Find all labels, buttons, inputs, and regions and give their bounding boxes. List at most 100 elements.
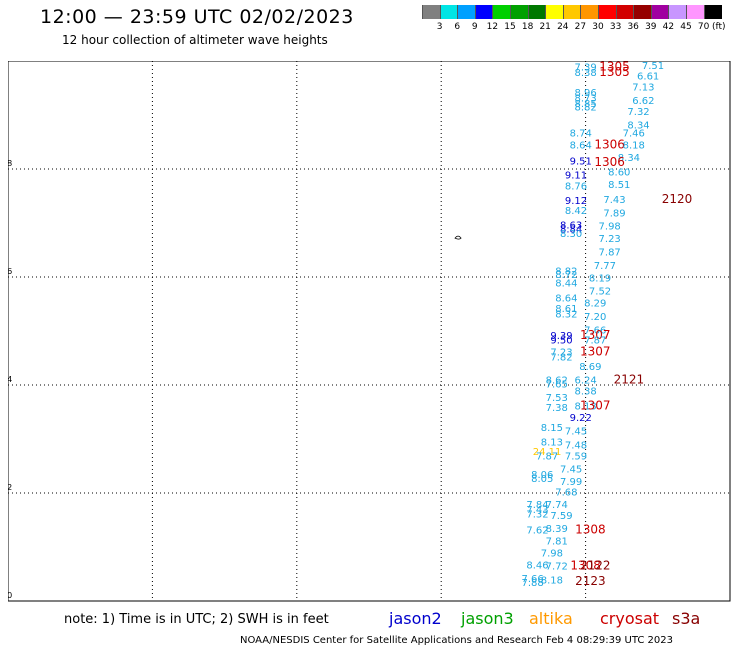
wave-height-label: 7.48 bbox=[565, 441, 587, 452]
wave-height-label: 7.81 bbox=[546, 536, 568, 547]
color-scale-tick: 70 bbox=[697, 22, 710, 32]
wave-height-label: 7.98 bbox=[541, 549, 563, 560]
wave-height-label: 7.23 bbox=[599, 234, 621, 245]
wave-height-label: 24.11 bbox=[533, 447, 562, 458]
color-scale-tick: 6 bbox=[454, 22, 461, 32]
wave-height-label: 7.65 bbox=[546, 380, 568, 391]
wave-height-label: 8.13 bbox=[541, 437, 563, 448]
color-scale-box bbox=[580, 5, 599, 19]
chart-subtitle: 12 hour collection of altimeter wave hei… bbox=[62, 33, 328, 47]
color-scale-tick: 45 bbox=[680, 22, 692, 32]
color-scale-tick: 36 bbox=[627, 22, 639, 32]
wave-height-label: 7.53 bbox=[546, 393, 568, 404]
wave-height-label: 2123 bbox=[575, 574, 606, 588]
legend-s3a: s3a bbox=[672, 609, 701, 628]
wave-height-label: 7.77 bbox=[594, 261, 616, 272]
chart-svg: 101214161820-180-177-174-171-168-167.391… bbox=[0, 51, 738, 616]
wave-height-label: 1308 bbox=[575, 523, 606, 537]
legend-altika: altika bbox=[529, 609, 573, 628]
color-scale-box bbox=[439, 5, 459, 19]
color-scale-tick: 15 bbox=[504, 22, 516, 32]
wave-height-label: 8.32 bbox=[555, 310, 577, 321]
wave-height-label: 8.42 bbox=[565, 206, 587, 217]
wave-height-label: 8.39 bbox=[546, 524, 568, 535]
wave-height-label: 2121 bbox=[614, 372, 645, 386]
wave-height-label: 8.76 bbox=[565, 182, 587, 193]
wave-height-label: 7.66 bbox=[584, 326, 606, 337]
wave-height-label: 8.34 bbox=[618, 153, 640, 164]
wave-height-label: 1307 bbox=[580, 344, 611, 358]
island-outline bbox=[454, 235, 462, 240]
wave-height-label: 9.39 bbox=[550, 331, 572, 342]
color-scale-box bbox=[598, 5, 617, 19]
y-tick-label: 18 bbox=[8, 159, 12, 168]
color-scale-tick: 3 bbox=[436, 22, 443, 32]
wave-height-label: 7.13 bbox=[632, 83, 654, 94]
wave-height-label: 9.11 bbox=[565, 171, 587, 182]
wave-height-label: 9.22 bbox=[570, 413, 592, 424]
wave-height-label: 7.84 bbox=[526, 500, 548, 511]
wave-height-label: 8.60 bbox=[608, 167, 630, 178]
wave-height-label: 9.12 bbox=[565, 196, 587, 207]
wave-height-label: 1306 bbox=[594, 155, 625, 169]
legend-jason2: jason2 bbox=[389, 609, 442, 628]
wave-height-label: 7.89 bbox=[603, 209, 625, 220]
wave-height-label: 8.82 bbox=[574, 103, 596, 114]
color-scale-tick: 30 bbox=[592, 22, 604, 32]
wave-height-label: 7.82 bbox=[550, 353, 572, 364]
color-scale-box bbox=[457, 5, 476, 19]
color-scale-box bbox=[562, 5, 582, 19]
color-scale-unit: (ft) bbox=[712, 22, 726, 32]
wave-height-label: 8.19 bbox=[589, 273, 611, 284]
wave-height-label: 8.18 bbox=[623, 140, 645, 151]
wave-height-label: 1308 bbox=[570, 559, 601, 573]
footer-note: note: 1) Time is in UTC; 2) SWH is in fe… bbox=[64, 612, 329, 627]
wave-height-label: 7.87 bbox=[584, 335, 606, 346]
wave-height-label: 8.51 bbox=[608, 180, 630, 191]
color-scale-box bbox=[510, 5, 529, 19]
wave-height-label: 7.39 bbox=[574, 63, 596, 74]
wave-height-label: 7.45 bbox=[565, 427, 587, 438]
wave-height-label: 7.38 bbox=[546, 403, 568, 414]
color-scale-tick: 33 bbox=[609, 22, 622, 32]
wave-height-label: 7.68 bbox=[555, 488, 577, 499]
wave-height-label: 1305 bbox=[599, 65, 630, 79]
wave-height-label: 8.29 bbox=[584, 299, 606, 310]
wave-height-label: 9.51 bbox=[570, 157, 592, 168]
color-scale-box bbox=[474, 5, 494, 19]
wave-height-label: 1307 bbox=[580, 398, 611, 412]
wave-height-label: 7.74 bbox=[546, 500, 568, 511]
wave-height-label: 1305 bbox=[599, 61, 630, 74]
wave-height-label: 8.13 bbox=[574, 401, 596, 412]
color-scale-box bbox=[615, 5, 635, 19]
wave-height-label: 6.62 bbox=[632, 96, 654, 107]
color-scale-box bbox=[492, 5, 511, 19]
wave-height-label: 7.46 bbox=[623, 129, 645, 140]
color-scale-tick: 12 bbox=[486, 22, 499, 32]
wave-height-label: 8.63 bbox=[560, 220, 582, 231]
wave-height-label: 7.99 bbox=[560, 477, 582, 488]
wave-height-label: 8.06 bbox=[531, 470, 553, 481]
wave-height-label: 8.05 bbox=[531, 474, 553, 485]
credit-line: NOAA/NESDIS Center for Satellite Applica… bbox=[240, 635, 673, 646]
wave-height-label: 7.98 bbox=[599, 221, 621, 232]
color-scale-tick: 24 bbox=[557, 22, 569, 32]
color-scale-box bbox=[633, 5, 652, 19]
color-scale-box bbox=[668, 5, 687, 19]
wave-height-label: 7.43 bbox=[526, 505, 548, 516]
wave-height-label: 7.59 bbox=[565, 452, 587, 463]
wave-height-label: 8.69 bbox=[579, 362, 601, 373]
wave-height-label: 8.62 bbox=[546, 375, 568, 386]
wave-height-label: 1307 bbox=[580, 328, 611, 342]
wave-height-label: 8.73 bbox=[574, 94, 596, 105]
wave-height-label: 7.87 bbox=[599, 247, 621, 258]
wave-height-label: 2120 bbox=[662, 192, 693, 206]
color-scale-tick: 27 bbox=[574, 22, 587, 32]
wave-height-label: 6.24 bbox=[574, 375, 596, 386]
color-scale-box bbox=[545, 5, 564, 19]
wave-height-label: 8.34 bbox=[627, 121, 649, 132]
wave-height-label: 7.59 bbox=[550, 511, 572, 522]
y-tick-label: 10 bbox=[8, 591, 12, 600]
color-scale-box bbox=[703, 5, 723, 19]
wave-height-label: 7.51 bbox=[642, 61, 664, 72]
